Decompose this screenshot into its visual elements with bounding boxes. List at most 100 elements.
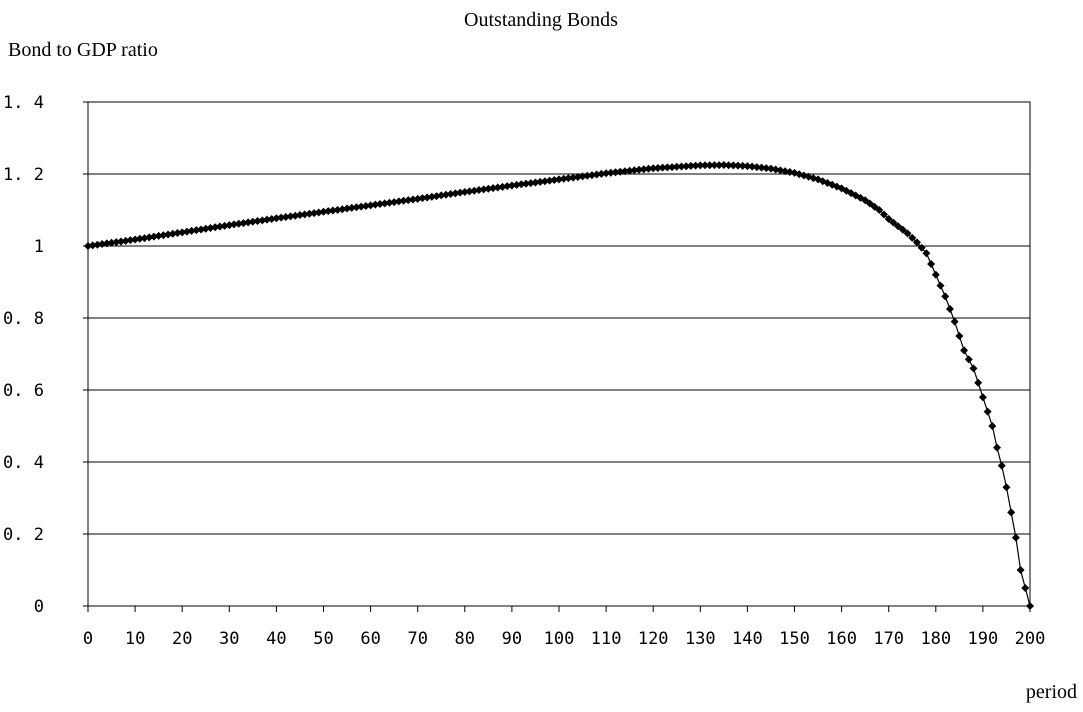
data-point xyxy=(98,240,107,249)
data-point xyxy=(517,180,526,189)
x-tick-label: 140 xyxy=(732,629,763,649)
data-point xyxy=(93,240,102,249)
data-point xyxy=(300,210,309,219)
data-point xyxy=(668,163,677,172)
data-point xyxy=(281,212,290,221)
data-point xyxy=(262,215,271,224)
chart-title: Outstanding Bonds xyxy=(464,9,618,31)
data-point xyxy=(343,204,352,213)
data-point xyxy=(625,166,634,175)
data-point xyxy=(644,164,653,173)
data-point xyxy=(418,194,427,203)
data-point xyxy=(347,203,356,212)
x-tick-label: 200 xyxy=(1015,629,1046,649)
data-point xyxy=(743,162,752,171)
data-point xyxy=(465,187,474,196)
data-point xyxy=(696,161,705,170)
data-point xyxy=(686,161,695,170)
data-point xyxy=(253,217,262,226)
y-tick-label: 0. 2 xyxy=(3,525,44,545)
data-point xyxy=(446,190,455,199)
x-tick-label: 40 xyxy=(266,629,286,649)
data-point xyxy=(710,161,719,170)
data-point xyxy=(456,188,465,197)
data-point xyxy=(244,218,253,227)
data-point xyxy=(592,170,601,179)
data-point xyxy=(917,243,926,252)
x-tick-label: 180 xyxy=(920,629,951,649)
data-point xyxy=(573,172,582,181)
data-point xyxy=(639,165,648,174)
data-point xyxy=(121,236,130,245)
data-point xyxy=(413,194,422,203)
data-point xyxy=(531,178,540,187)
data-point xyxy=(286,212,295,221)
data-point xyxy=(361,201,370,210)
data-point xyxy=(927,260,936,268)
data-point xyxy=(493,183,502,192)
data-point xyxy=(733,161,742,170)
data-point xyxy=(390,198,399,207)
data-point xyxy=(587,171,596,180)
data-point xyxy=(102,239,111,248)
data-point xyxy=(1021,584,1030,592)
data-point xyxy=(357,202,366,211)
data-point xyxy=(936,281,945,290)
data-point xyxy=(474,186,483,195)
data-point xyxy=(559,174,568,183)
data-point xyxy=(748,162,757,171)
x-tick-label: 150 xyxy=(779,629,810,649)
data-point xyxy=(922,249,931,258)
data-point xyxy=(1007,508,1016,517)
data-point xyxy=(107,238,116,247)
data-point xyxy=(399,196,408,205)
data-point xyxy=(564,174,573,183)
data-point xyxy=(352,203,361,212)
data-point xyxy=(540,177,549,186)
data-point xyxy=(324,207,333,216)
data-point xyxy=(272,214,281,223)
data-point xyxy=(757,163,766,172)
data-point xyxy=(898,225,907,234)
data-point xyxy=(404,196,413,205)
y-tick-label: 1. 2 xyxy=(3,165,44,185)
data-point xyxy=(460,188,469,196)
data-point xyxy=(545,176,554,185)
data-point xyxy=(489,184,498,193)
data-point xyxy=(719,161,728,169)
x-axis-label: period xyxy=(1026,681,1077,703)
y-tick-label: 0 xyxy=(34,597,44,617)
data-point xyxy=(912,238,921,247)
data-point xyxy=(258,216,267,225)
data-point xyxy=(328,206,337,215)
data-point xyxy=(663,163,672,172)
data-point xyxy=(126,236,135,245)
data-point xyxy=(248,217,257,226)
data-point xyxy=(522,179,531,188)
data-point xyxy=(498,182,507,191)
data-point xyxy=(884,215,893,223)
data-point xyxy=(964,355,973,364)
data-point xyxy=(366,201,375,210)
data-point xyxy=(752,163,761,172)
data-point xyxy=(394,197,403,206)
data-point xyxy=(305,209,314,218)
data-point xyxy=(649,164,658,173)
data-point xyxy=(277,213,286,222)
data-point xyxy=(658,163,667,172)
data-point xyxy=(314,208,323,217)
x-tick-label: 10 xyxy=(125,629,145,649)
data-point xyxy=(432,192,441,201)
data-point xyxy=(291,211,300,220)
data-point xyxy=(1016,566,1025,574)
x-tick-label: 170 xyxy=(873,629,904,649)
x-tick-label: 20 xyxy=(172,629,192,649)
data-point xyxy=(960,346,969,355)
data-point xyxy=(616,167,625,176)
data-point xyxy=(569,173,578,182)
data-point xyxy=(239,219,248,228)
data-point xyxy=(526,179,535,188)
x-tick-label: 70 xyxy=(407,629,427,649)
data-point xyxy=(941,292,950,301)
data-point xyxy=(974,378,983,387)
